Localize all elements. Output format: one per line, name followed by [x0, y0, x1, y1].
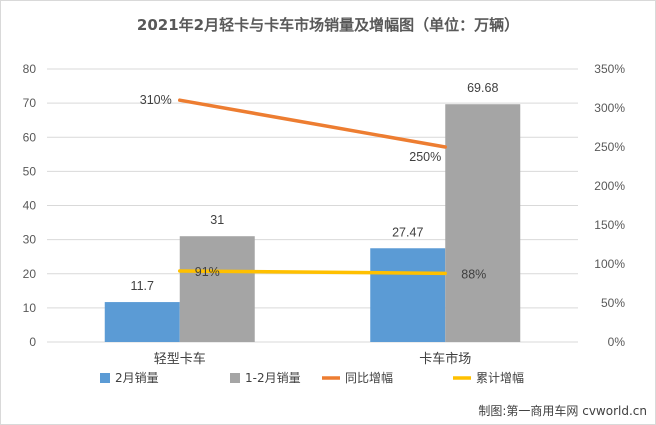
bar-data-label: 27.47 [392, 225, 423, 239]
left-tick-label: 0 [29, 335, 36, 349]
bar-data-label: 11.7 [131, 279, 154, 293]
left-tick-label: 50 [23, 164, 37, 178]
bar-data-label: 69.68 [467, 81, 498, 95]
line-data-label: 310% [140, 93, 172, 107]
data-labels: 11.7 27.47 31 69.68 310% 250% 91% 88% [131, 81, 499, 293]
chart-title: 2021年2月轻卡与卡车市场销量及增幅图（单位：万辆） [137, 16, 519, 34]
right-tick-label: 350% [594, 62, 625, 76]
series-line [178, 269, 447, 276]
line-data-label: 250% [409, 150, 441, 164]
left-tick-label: 70 [23, 96, 37, 110]
legend: 2月销量 1-2月销量 同比增幅 累计增幅 [100, 370, 524, 385]
line-series [178, 98, 447, 276]
category-label: 卡车市场 [419, 351, 471, 367]
right-axis-ticks: 0% 50% 100% 150% 200% 250% 300% 350% [594, 62, 625, 349]
line-data-label: 88% [461, 267, 486, 281]
left-axis-ticks: 0 10 20 30 40 50 60 70 80 [23, 62, 37, 349]
legend-label: 累计增幅 [476, 370, 524, 385]
legend-swatch [230, 373, 240, 383]
category-labels: 轻型卡车 卡车市场 [154, 351, 472, 367]
left-tick-label: 60 [23, 130, 37, 144]
bar [445, 104, 521, 342]
right-tick-label: 150% [594, 218, 625, 232]
legend-label: 同比增幅 [345, 370, 393, 385]
left-tick-label: 20 [23, 267, 37, 281]
left-tick-label: 40 [23, 199, 37, 213]
right-tick-label: 0% [608, 335, 626, 349]
bar-data-label: 31 [210, 213, 224, 227]
category-label: 轻型卡车 [154, 351, 206, 367]
bar [179, 236, 255, 342]
left-tick-label: 30 [23, 233, 37, 247]
right-tick-label: 200% [594, 179, 625, 193]
line-data-label: 91% [195, 265, 220, 279]
right-tick-label: 100% [594, 257, 625, 271]
right-tick-label: 50% [601, 296, 625, 310]
legend-swatch [100, 373, 110, 383]
bar [104, 302, 180, 342]
bar-series [104, 104, 521, 342]
legend-label: 1-2月销量 [245, 371, 301, 385]
left-tick-label: 80 [23, 62, 37, 76]
left-tick-label: 10 [23, 301, 37, 315]
series-line [178, 98, 447, 149]
right-tick-label: 250% [594, 140, 625, 154]
credit-text: 制图:第一商用车网 cvworld.cn [478, 403, 647, 418]
right-tick-label: 300% [594, 101, 625, 115]
legend-label: 2月销量 [115, 371, 159, 385]
bar [370, 248, 446, 342]
